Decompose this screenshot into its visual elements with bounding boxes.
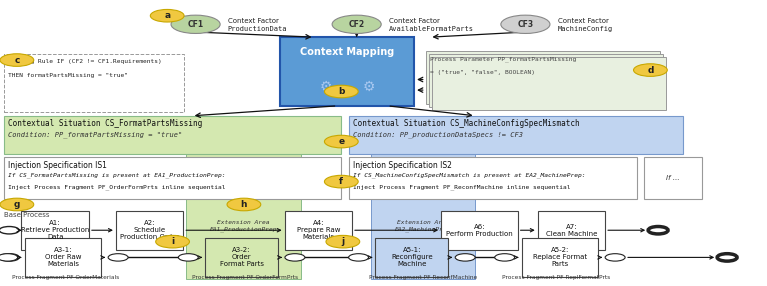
Bar xyxy=(280,37,414,106)
Circle shape xyxy=(456,254,476,261)
Bar xyxy=(426,51,660,104)
Text: Process Fragment PF OrderFormPrts: Process Fragment PF OrderFormPrts xyxy=(193,275,298,280)
Bar xyxy=(4,157,341,199)
Text: a: a xyxy=(164,11,170,20)
Text: A3-1:
Order Raw
Materials: A3-1: Order Raw Materials xyxy=(44,247,81,267)
Text: Process Fragment PF ReconfMachine: Process Fragment PF ReconfMachine xyxy=(369,275,477,280)
Text: THEN formatPartsMissing = "true": THEN formatPartsMissing = "true" xyxy=(8,73,128,78)
Circle shape xyxy=(150,9,184,22)
Text: Context Mapping: Context Mapping xyxy=(300,47,394,57)
Text: A1:
Retrieve Production
Data: A1: Retrieve Production Data xyxy=(21,220,90,240)
Bar xyxy=(538,211,605,249)
Bar xyxy=(371,150,475,279)
Bar xyxy=(4,116,341,154)
Text: g: g xyxy=(14,200,20,209)
Text: Injection Specification IS1: Injection Specification IS1 xyxy=(8,161,107,170)
Circle shape xyxy=(324,85,358,98)
Text: CF2: CF2 xyxy=(348,20,365,29)
Text: CF1: CF1 xyxy=(187,20,204,29)
Bar xyxy=(285,211,352,249)
Circle shape xyxy=(227,198,261,211)
Text: AvailableFormatParts: AvailableFormatParts xyxy=(389,26,474,31)
Text: A5-1:
Reconfigure
Machine: A5-1: Reconfigure Machine xyxy=(391,247,433,267)
Text: If CS_FormatPartsMissing is present at EA1_ProductionPrep:: If CS_FormatPartsMissing is present at E… xyxy=(8,172,225,178)
Circle shape xyxy=(324,175,358,188)
Text: Process Parameter PP_formatPartsMissing: Process Parameter PP_formatPartsMissing xyxy=(430,57,577,62)
Circle shape xyxy=(332,15,381,33)
Circle shape xyxy=(108,254,128,261)
Circle shape xyxy=(495,254,515,261)
Text: Inject Process Fragment PF_ReconfMachine inline sequential: Inject Process Fragment PF_ReconfMachine… xyxy=(353,184,571,190)
Circle shape xyxy=(605,254,625,261)
Text: A3-2:
Order
Format Parts: A3-2: Order Format Parts xyxy=(219,247,264,267)
Text: d: d xyxy=(647,65,653,75)
Text: ⚙: ⚙ xyxy=(319,80,332,94)
Text: Context Factor: Context Factor xyxy=(558,18,608,24)
Text: A4:
Prepare Raw
Materials: A4: Prepare Raw Materials xyxy=(297,220,340,240)
Circle shape xyxy=(0,198,34,211)
Text: ProductionData: ProductionData xyxy=(228,26,288,31)
Circle shape xyxy=(349,254,369,261)
Bar xyxy=(644,157,702,199)
Text: CF3: CF3 xyxy=(517,20,534,29)
Text: If ...: If ... xyxy=(667,175,680,181)
Bar xyxy=(349,157,637,199)
Bar xyxy=(376,238,448,277)
Bar xyxy=(349,116,683,154)
Text: i: i xyxy=(171,237,174,246)
Text: Context Factor: Context Factor xyxy=(389,18,439,24)
Circle shape xyxy=(171,15,220,33)
Text: h: h xyxy=(241,200,247,209)
Text: Process Fragment PF OrderMaterials: Process Fragment PF OrderMaterials xyxy=(12,275,120,280)
Text: A7:
Clean Machine: A7: Clean Machine xyxy=(546,224,597,237)
Text: A2:
Schedule
Production Order: A2: Schedule Production Order xyxy=(120,220,179,240)
Text: Context Factor: Context Factor xyxy=(228,18,278,24)
Text: Base Process: Base Process xyxy=(4,212,49,218)
Circle shape xyxy=(648,227,668,234)
Circle shape xyxy=(0,54,34,66)
Text: Injection Specification IS2: Injection Specification IS2 xyxy=(353,161,452,170)
Circle shape xyxy=(156,235,189,248)
Bar xyxy=(432,57,666,110)
Text: Condition: PP_productionDataSpecs != CF3: Condition: PP_productionDataSpecs != CF3 xyxy=(353,132,523,138)
Text: Process Fragment PF ReplFormatPrts: Process Fragment PF ReplFormatPrts xyxy=(502,275,611,280)
Text: A6:
Perform Production: A6: Perform Production xyxy=(446,224,513,237)
Bar xyxy=(206,238,278,277)
Text: Inject Process Fragment PF_OrderFormPrts inline sequential: Inject Process Fragment PF_OrderFormPrts… xyxy=(8,184,225,190)
Bar xyxy=(441,211,518,249)
Circle shape xyxy=(285,254,304,261)
Text: Contextual Situation CS_MachineConfigSpecMismatch: Contextual Situation CS_MachineConfigSpe… xyxy=(353,119,579,128)
Bar xyxy=(186,150,301,279)
Text: Mapping Rule IF (CF2 != CF1.Requirements): Mapping Rule IF (CF2 != CF1.Requirements… xyxy=(8,59,162,64)
Text: MachineConfig: MachineConfig xyxy=(558,26,613,31)
Text: f: f xyxy=(339,177,344,186)
Text: If CS_MachineConfigSpecMismatch is present at EA2_MachinePrep:: If CS_MachineConfigSpecMismatch is prese… xyxy=(353,172,585,178)
Text: Contextual Situation CS_FormatPartsMissing: Contextual Situation CS_FormatPartsMissi… xyxy=(8,119,202,128)
Circle shape xyxy=(501,15,550,33)
Circle shape xyxy=(326,235,360,248)
Circle shape xyxy=(717,254,737,261)
Bar xyxy=(116,211,183,249)
Text: e: e xyxy=(338,137,344,146)
Text: A5-2:
Replace Format
Parts: A5-2: Replace Format Parts xyxy=(533,247,587,267)
Bar xyxy=(21,211,89,249)
Text: Extension Area
EA1_ProductionPrep: Extension Area EA1_ProductionPrep xyxy=(209,220,277,232)
Text: ⚙: ⚙ xyxy=(362,80,375,94)
Text: c: c xyxy=(14,55,20,65)
Bar xyxy=(25,238,101,277)
Text: = ("true", "false", BOOLEAN): = ("true", "false", BOOLEAN) xyxy=(430,70,535,75)
Bar xyxy=(4,54,184,112)
Circle shape xyxy=(0,254,18,261)
Text: Condition: PP_formatPartsMissing = "true": Condition: PP_formatPartsMissing = "true… xyxy=(8,132,182,138)
Circle shape xyxy=(0,254,19,261)
Text: b: b xyxy=(338,87,344,96)
Circle shape xyxy=(634,64,667,76)
Circle shape xyxy=(0,227,19,234)
Circle shape xyxy=(178,254,198,261)
Text: Extension Area
EA2_MachinePrep: Extension Area EA2_MachinePrep xyxy=(395,220,451,232)
Bar xyxy=(429,54,663,107)
Text: j: j xyxy=(341,237,344,246)
Circle shape xyxy=(324,135,358,148)
Bar xyxy=(522,238,598,277)
